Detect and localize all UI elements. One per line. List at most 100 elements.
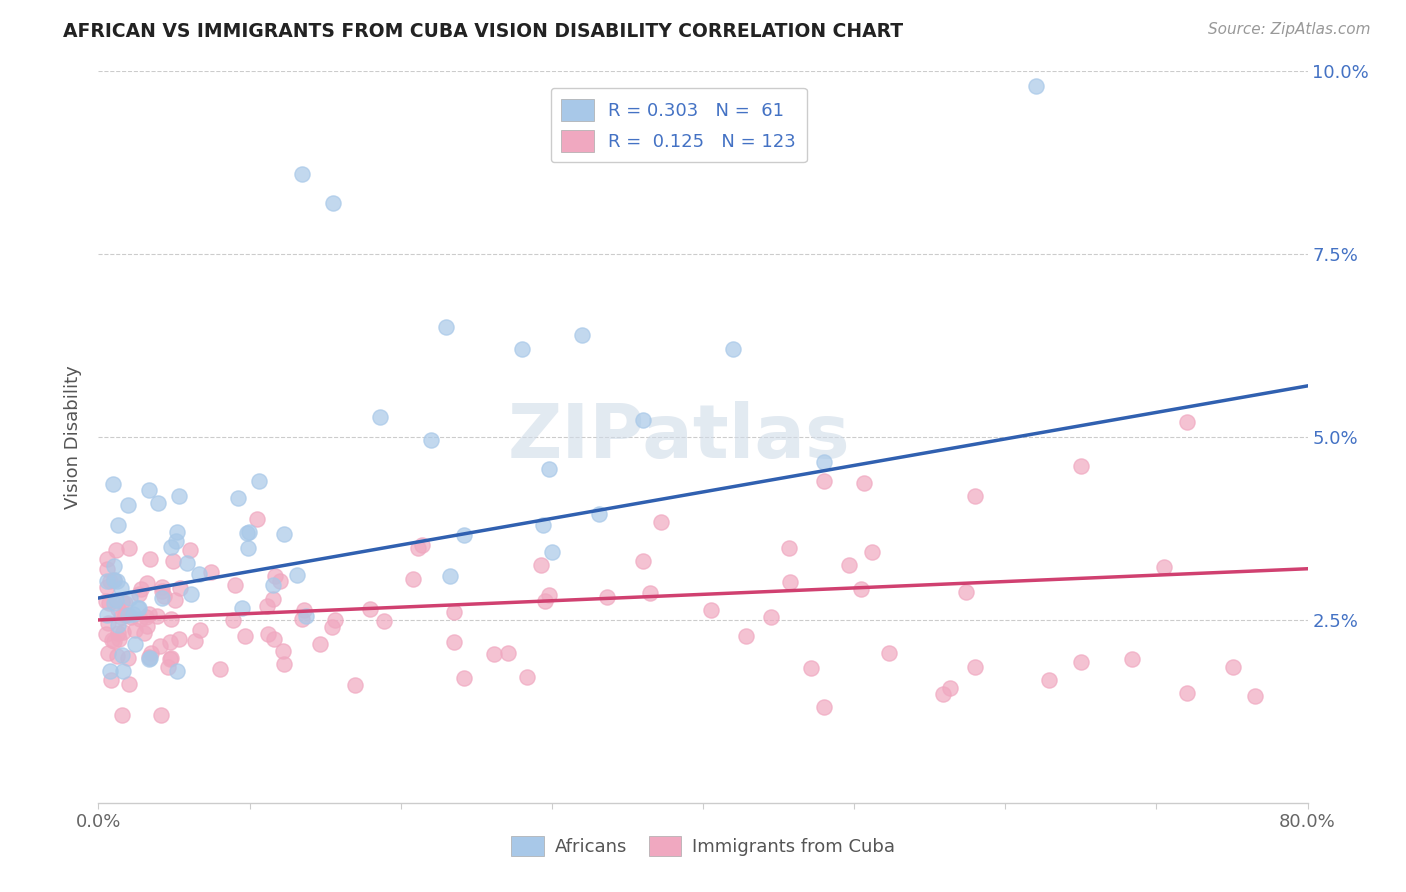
Point (167, 489, 190, 503)
Point (166, 524, 188, 539)
Point (1070, 655, 1092, 669)
Point (939, 681, 962, 696)
Point (96, 562, 118, 576)
Point (98, 664, 121, 678)
Point (120, 610, 142, 624)
Point (179, 543, 201, 558)
Point (420, 433, 443, 447)
Point (1038, 673, 1060, 687)
Point (118, 541, 141, 555)
Point (247, 474, 270, 488)
Point (110, 581, 132, 595)
Point (150, 591, 173, 606)
Point (800, 660, 823, 674)
Point (135, 610, 157, 624)
Point (101, 476, 124, 491)
Point (849, 582, 872, 597)
Point (98, 574, 121, 588)
Point (322, 196, 344, 211)
Point (273, 657, 295, 672)
Point (965, 489, 987, 503)
Point (516, 670, 538, 684)
Point (103, 574, 125, 588)
Point (285, 567, 308, 582)
Point (761, 609, 783, 624)
Point (110, 609, 132, 624)
Point (107, 602, 129, 616)
Point (291, 167, 314, 181)
Point (443, 634, 465, 648)
Point (1175, 686, 1198, 700)
Point (136, 575, 159, 590)
Point (184, 633, 207, 648)
Point (734, 629, 756, 643)
Point (633, 554, 655, 568)
Point (96, 594, 118, 608)
Point (256, 599, 278, 613)
Point (1121, 652, 1143, 666)
Point (359, 601, 381, 615)
Point (188, 623, 211, 637)
Point (226, 491, 249, 505)
Point (138, 607, 160, 621)
Point (114, 607, 136, 622)
Point (97, 646, 120, 660)
Point (118, 591, 141, 606)
Point (114, 596, 136, 610)
Point (291, 612, 314, 626)
Point (238, 541, 260, 555)
Point (149, 708, 172, 723)
Point (406, 541, 429, 555)
Point (443, 605, 465, 619)
Point (138, 483, 160, 497)
Point (596, 590, 619, 604)
Point (200, 565, 222, 579)
Point (176, 556, 198, 570)
Point (112, 624, 135, 639)
Point (167, 632, 190, 646)
Point (236, 525, 259, 540)
Point (1024, 78, 1046, 93)
Point (813, 474, 835, 488)
Point (538, 461, 561, 475)
Point (138, 652, 160, 666)
Point (165, 592, 187, 607)
Point (238, 525, 260, 540)
Point (368, 409, 391, 424)
Point (136, 619, 159, 633)
Point (107, 618, 129, 632)
Point (105, 543, 128, 558)
Point (111, 708, 134, 723)
Point (263, 632, 285, 646)
Point (344, 678, 367, 692)
Point (853, 476, 876, 491)
Point (531, 518, 554, 533)
Text: AFRICAN VS IMMIGRANTS FROM CUBA VISION DISABILITY CORRELATION CHART: AFRICAN VS IMMIGRANTS FROM CUBA VISION D… (63, 22, 904, 41)
Point (453, 671, 475, 685)
Point (134, 626, 156, 640)
Point (103, 559, 125, 574)
Point (97, 596, 120, 610)
Point (127, 600, 149, 615)
Point (257, 626, 280, 640)
Point (439, 569, 461, 583)
Point (124, 637, 146, 651)
Point (111, 595, 134, 609)
Point (965, 660, 987, 674)
Point (149, 639, 172, 653)
Point (107, 626, 129, 640)
Point (103, 634, 125, 648)
Point (269, 574, 291, 589)
Point (838, 558, 860, 573)
Point (152, 589, 174, 603)
Point (94, 627, 117, 641)
Point (246, 512, 269, 526)
Point (434, 320, 457, 334)
Point (877, 646, 900, 660)
Legend: Africans, Immigrants from Cuba: Africans, Immigrants from Cuba (503, 829, 903, 863)
Point (631, 413, 654, 427)
Point (638, 585, 661, 599)
Point (131, 582, 153, 596)
Point (166, 664, 188, 678)
Point (262, 591, 284, 606)
